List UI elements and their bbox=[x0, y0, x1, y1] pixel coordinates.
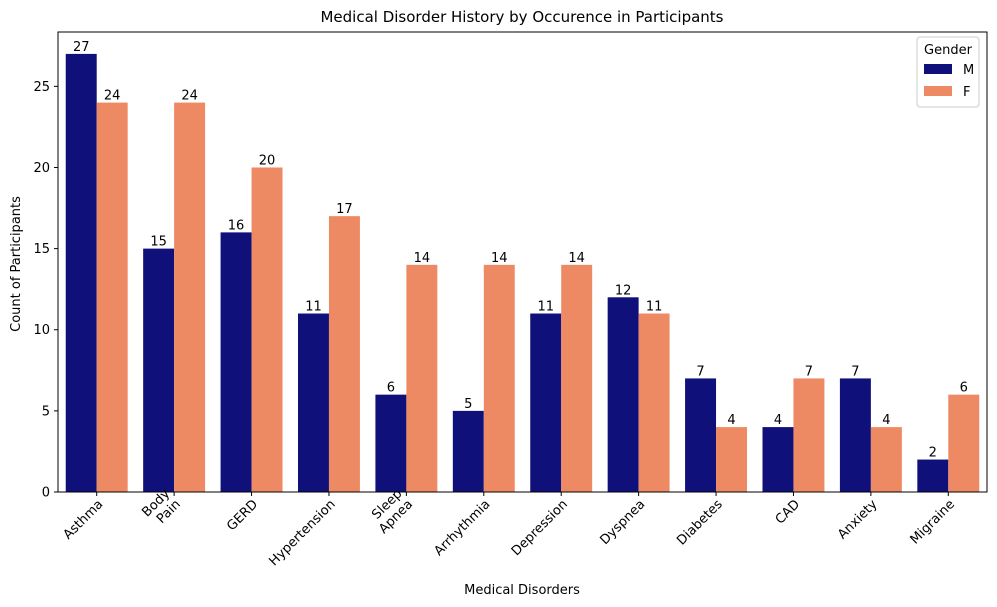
bar-M-3 bbox=[297, 313, 329, 492]
bar-value-label: 14 bbox=[491, 251, 508, 266]
bar-M-5 bbox=[452, 410, 484, 492]
bar-value-label: 4 bbox=[774, 413, 782, 428]
bar-value-label: 2 bbox=[929, 446, 937, 461]
bar-M-4 bbox=[375, 394, 407, 492]
bar-value-label: 7 bbox=[805, 364, 813, 379]
y-tick-label: 20 bbox=[33, 161, 50, 176]
x-tick-label-line: Anxiety bbox=[835, 497, 881, 543]
bar-F-3 bbox=[328, 216, 360, 492]
x-tick-label: Migraine bbox=[908, 497, 958, 547]
bar-F-4 bbox=[406, 264, 438, 492]
bar-value-label: 4 bbox=[727, 413, 735, 428]
legend-title: Gender bbox=[924, 43, 973, 58]
bar-value-label: 7 bbox=[696, 364, 704, 379]
plot-frame bbox=[57, 31, 988, 493]
x-tick-label: Asthma bbox=[61, 497, 107, 543]
legend-swatch-M bbox=[924, 64, 952, 74]
bar-M-7 bbox=[607, 297, 639, 492]
bar-value-label: 6 bbox=[387, 381, 395, 396]
y-tick-label: 10 bbox=[33, 323, 50, 338]
bar-M-8 bbox=[685, 378, 717, 492]
bar-M-10 bbox=[839, 378, 871, 492]
bar-F-9 bbox=[793, 378, 825, 492]
bar-value-label: 6 bbox=[960, 381, 968, 396]
bar-F-10 bbox=[870, 427, 902, 492]
x-tick-label-line: CAD bbox=[773, 497, 803, 527]
y-tick-label: 25 bbox=[33, 80, 50, 95]
legend-label-F: F bbox=[963, 85, 970, 100]
bar-value-label: 12 bbox=[615, 283, 632, 298]
bar-value-label: 27 bbox=[73, 40, 90, 55]
y-tick-label: 15 bbox=[33, 242, 50, 257]
bar-value-label: 24 bbox=[104, 89, 121, 104]
bar-value-label: 14 bbox=[414, 251, 431, 266]
x-tick-label-line: Depression bbox=[509, 497, 571, 559]
chart-title: Medical Disorder History by Occurence in… bbox=[320, 8, 723, 26]
bars-group bbox=[65, 53, 980, 493]
x-tick-label: CAD bbox=[773, 497, 803, 527]
y-axis-ticks: 0 5 10 15 20 25 bbox=[33, 80, 58, 501]
y-tick-label: 0 bbox=[42, 486, 50, 501]
legend: Gender MF bbox=[916, 36, 980, 108]
x-tick-label: Hypertension bbox=[267, 497, 339, 569]
bar-M-6 bbox=[530, 313, 562, 492]
bar-value-label: 20 bbox=[259, 153, 276, 168]
x-axis-label: Medical Disorders bbox=[464, 583, 580, 598]
bar-value-label: 15 bbox=[150, 235, 167, 250]
legend-swatch-F bbox=[924, 86, 952, 96]
bar-labels-group: 27 15 16 11 6 5 11 12 7 4 7 2 24 24 20 17 14 14 14 11 4 7 4 6 bbox=[73, 40, 968, 461]
bar-value-label: 17 bbox=[336, 202, 353, 217]
x-tick-label: GERD bbox=[224, 497, 261, 534]
bar-F-7 bbox=[638, 313, 670, 492]
axes-group bbox=[57, 31, 988, 493]
bar-value-label: 11 bbox=[537, 300, 554, 315]
bar-F-5 bbox=[483, 264, 515, 492]
bar-value-label: 7 bbox=[851, 364, 859, 379]
x-tick-label-line: GERD bbox=[224, 497, 261, 534]
bar-value-label: 14 bbox=[568, 251, 585, 266]
x-tick-label: Diabetes bbox=[674, 497, 726, 549]
bar-F-0 bbox=[96, 102, 128, 493]
x-tick-label-line: Dyspnea bbox=[597, 497, 648, 548]
bar-value-label: 5 bbox=[464, 397, 472, 412]
bar-value-label: 4 bbox=[882, 413, 890, 428]
x-tick-label: Depression bbox=[509, 497, 571, 559]
bar-F-2 bbox=[251, 167, 283, 492]
x-tick-label-line: Asthma bbox=[61, 497, 107, 543]
bar-value-label: 11 bbox=[646, 300, 663, 315]
bar-M-0 bbox=[65, 53, 97, 493]
x-tick-label-line: Diabetes bbox=[674, 497, 726, 549]
bar-F-11 bbox=[948, 394, 980, 492]
bar-M-11 bbox=[917, 459, 949, 492]
bar-value-label: 24 bbox=[181, 89, 198, 104]
legend-entries: MF bbox=[924, 63, 974, 100]
x-tick-label-line: Migraine bbox=[908, 497, 958, 547]
bar-F-1 bbox=[174, 102, 206, 493]
legend-label-M: M bbox=[963, 63, 974, 78]
bar-M-9 bbox=[762, 427, 794, 492]
bar-M-1 bbox=[143, 248, 175, 492]
bar-M-2 bbox=[220, 232, 252, 492]
bar-value-label: 11 bbox=[305, 300, 322, 315]
bar-F-6 bbox=[561, 264, 593, 492]
y-tick-label: 5 bbox=[42, 404, 50, 419]
x-tick-label: Arrhythmia bbox=[431, 497, 493, 559]
x-tick-label: Anxiety bbox=[835, 497, 881, 543]
x-tick-label: Dyspnea bbox=[597, 497, 648, 548]
y-axis-label: Count of Participants bbox=[9, 196, 24, 332]
bar-value-label: 16 bbox=[228, 218, 245, 233]
x-tick-label-line: Arrhythmia bbox=[431, 497, 493, 559]
bar-F-8 bbox=[716, 427, 748, 492]
x-tick-label-line: Hypertension bbox=[267, 497, 339, 569]
